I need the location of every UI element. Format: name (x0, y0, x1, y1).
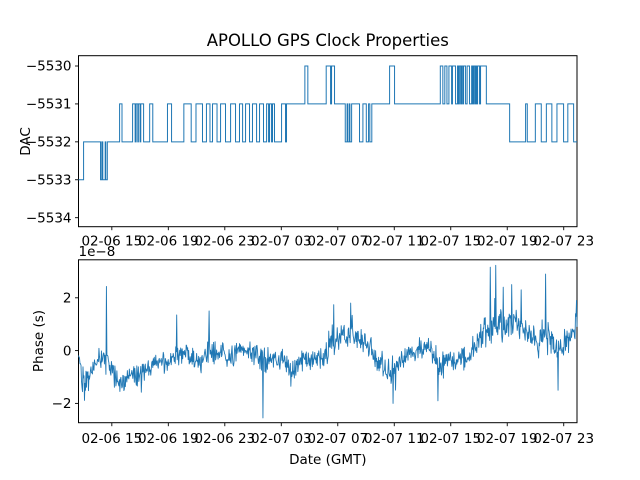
x-tick-label: 02-07 07 (307, 234, 368, 250)
y-tick-label: 0 (63, 343, 72, 359)
phase-axis-label: Phase (s) (31, 310, 47, 372)
x-tick-label: 02-06 15 (81, 234, 142, 250)
y-tick-label: −5530 (26, 59, 72, 75)
x-tick-label: 02-07 23 (533, 431, 594, 447)
x-tick-label: 02-07 23 (533, 234, 594, 250)
y-tick-label: −5533 (26, 172, 72, 188)
scale-offset-label: 1e−8 (79, 244, 116, 260)
date-axis-label: Date (GMT) (289, 452, 366, 468)
x-tick-label: 02-06 19 (138, 234, 199, 250)
x-tick-label: 02-07 07 (307, 431, 368, 447)
y-tick-label: 2 (63, 291, 72, 307)
x-tick-label: 02-06 23 (194, 431, 255, 447)
x-tick-label: 02-06 15 (81, 431, 142, 447)
x-tick-label: 02-07 15 (420, 234, 481, 250)
x-tick-label: 02-07 19 (477, 431, 538, 447)
phase-noise-line (78, 264, 578, 419)
x-tick-label: 02-07 11 (364, 234, 425, 250)
y-tick-label: −5532 (26, 135, 72, 151)
y-tick-label: −2 (52, 396, 72, 412)
x-tick-label: 02-07 19 (477, 234, 538, 250)
dac-axis-label: DAC (18, 127, 34, 156)
x-tick-label: 02-07 03 (251, 431, 312, 447)
axes-spines (78, 259, 578, 424)
x-tick-label: 02-07 11 (364, 431, 425, 447)
dac-step-line (78, 65, 577, 181)
y-tick-label: −5534 (26, 210, 72, 226)
chart-title: APOLLO GPS Clock Properties (207, 31, 449, 50)
y-tick-label: −5531 (26, 97, 72, 113)
x-tick-label: 02-07 15 (420, 431, 481, 447)
x-tick-label: 02-06 19 (138, 431, 199, 447)
x-tick-label: 02-07 03 (251, 234, 312, 250)
x-tick-label: 02-06 23 (194, 234, 255, 250)
axes-spines (78, 55, 578, 228)
